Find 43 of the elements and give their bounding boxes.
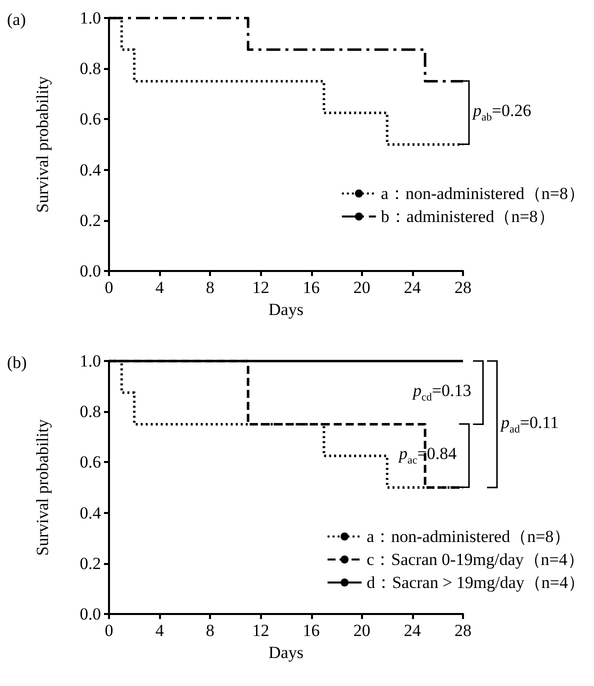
x-tick-label: 0	[104, 278, 114, 297]
x-tick-label: 28	[454, 278, 472, 297]
legend-label: b：administered（n=8）	[380, 207, 555, 226]
x-axis-title: Days	[268, 643, 304, 662]
x-tick-label: 16	[302, 278, 320, 297]
y-tick-label: 0.8	[80, 59, 101, 78]
annotation: p$_{cd}$=0.13	[413, 381, 472, 404]
x-tick-label: 4	[155, 278, 164, 297]
x-tick-label: 20	[353, 621, 370, 640]
x-tick-label: 28	[454, 621, 472, 640]
x-tick-label: 24	[404, 278, 422, 297]
legend-label: a：non-administered（n=8）	[366, 527, 571, 546]
x-axis-title: Days	[268, 300, 304, 319]
x-tick-label: 12	[252, 621, 270, 640]
chart-title: (b)	[7, 353, 27, 372]
y-tick-label: 1.0	[80, 8, 101, 28]
x-tick-label: 8	[206, 278, 214, 297]
text: p$_{ab}$=0.26	[473, 101, 532, 124]
x-tick-label: 24	[404, 621, 422, 640]
legend-label: d：Sacran > 19mg/day（n=4）	[366, 573, 586, 592]
legend-label: a：non-administered（n=8）	[380, 184, 586, 203]
x-tick-label: 0	[104, 621, 114, 640]
y-tick-label: 0.2	[80, 210, 101, 230]
y-tick-label: 0.0	[80, 604, 101, 624]
y-tick-label: 0.4	[80, 160, 102, 180]
legend-label: c：Sacran 0-19mg/day（n=4）	[366, 550, 584, 569]
text: p$_{ad}$=0.11	[501, 412, 559, 436]
y-tick-label: 0.0	[80, 262, 101, 280]
y-axis-title: Survival probability	[33, 76, 52, 213]
y-tick-label: 1.0	[80, 352, 101, 370]
y-tick-label: 0.4	[80, 503, 102, 522]
x-tick-label: 20	[353, 278, 370, 297]
y-tick-label: 0.6	[80, 452, 101, 472]
y-axis-title: Survival probability	[33, 418, 52, 556]
y-tick-label: 0.2	[80, 554, 101, 573]
x-tick-label: 4	[155, 621, 164, 640]
x-tick-label: 12	[252, 278, 270, 297]
chart-title: (a)	[7, 10, 26, 29]
y-tick-label: 0.6	[80, 110, 101, 129]
annotation: p$_{ac}$=0.84	[399, 444, 457, 467]
y-tick-label: 0.8	[80, 402, 101, 422]
x-tick-label: 8	[206, 621, 214, 640]
x-tick-label: 16	[302, 621, 320, 640]
